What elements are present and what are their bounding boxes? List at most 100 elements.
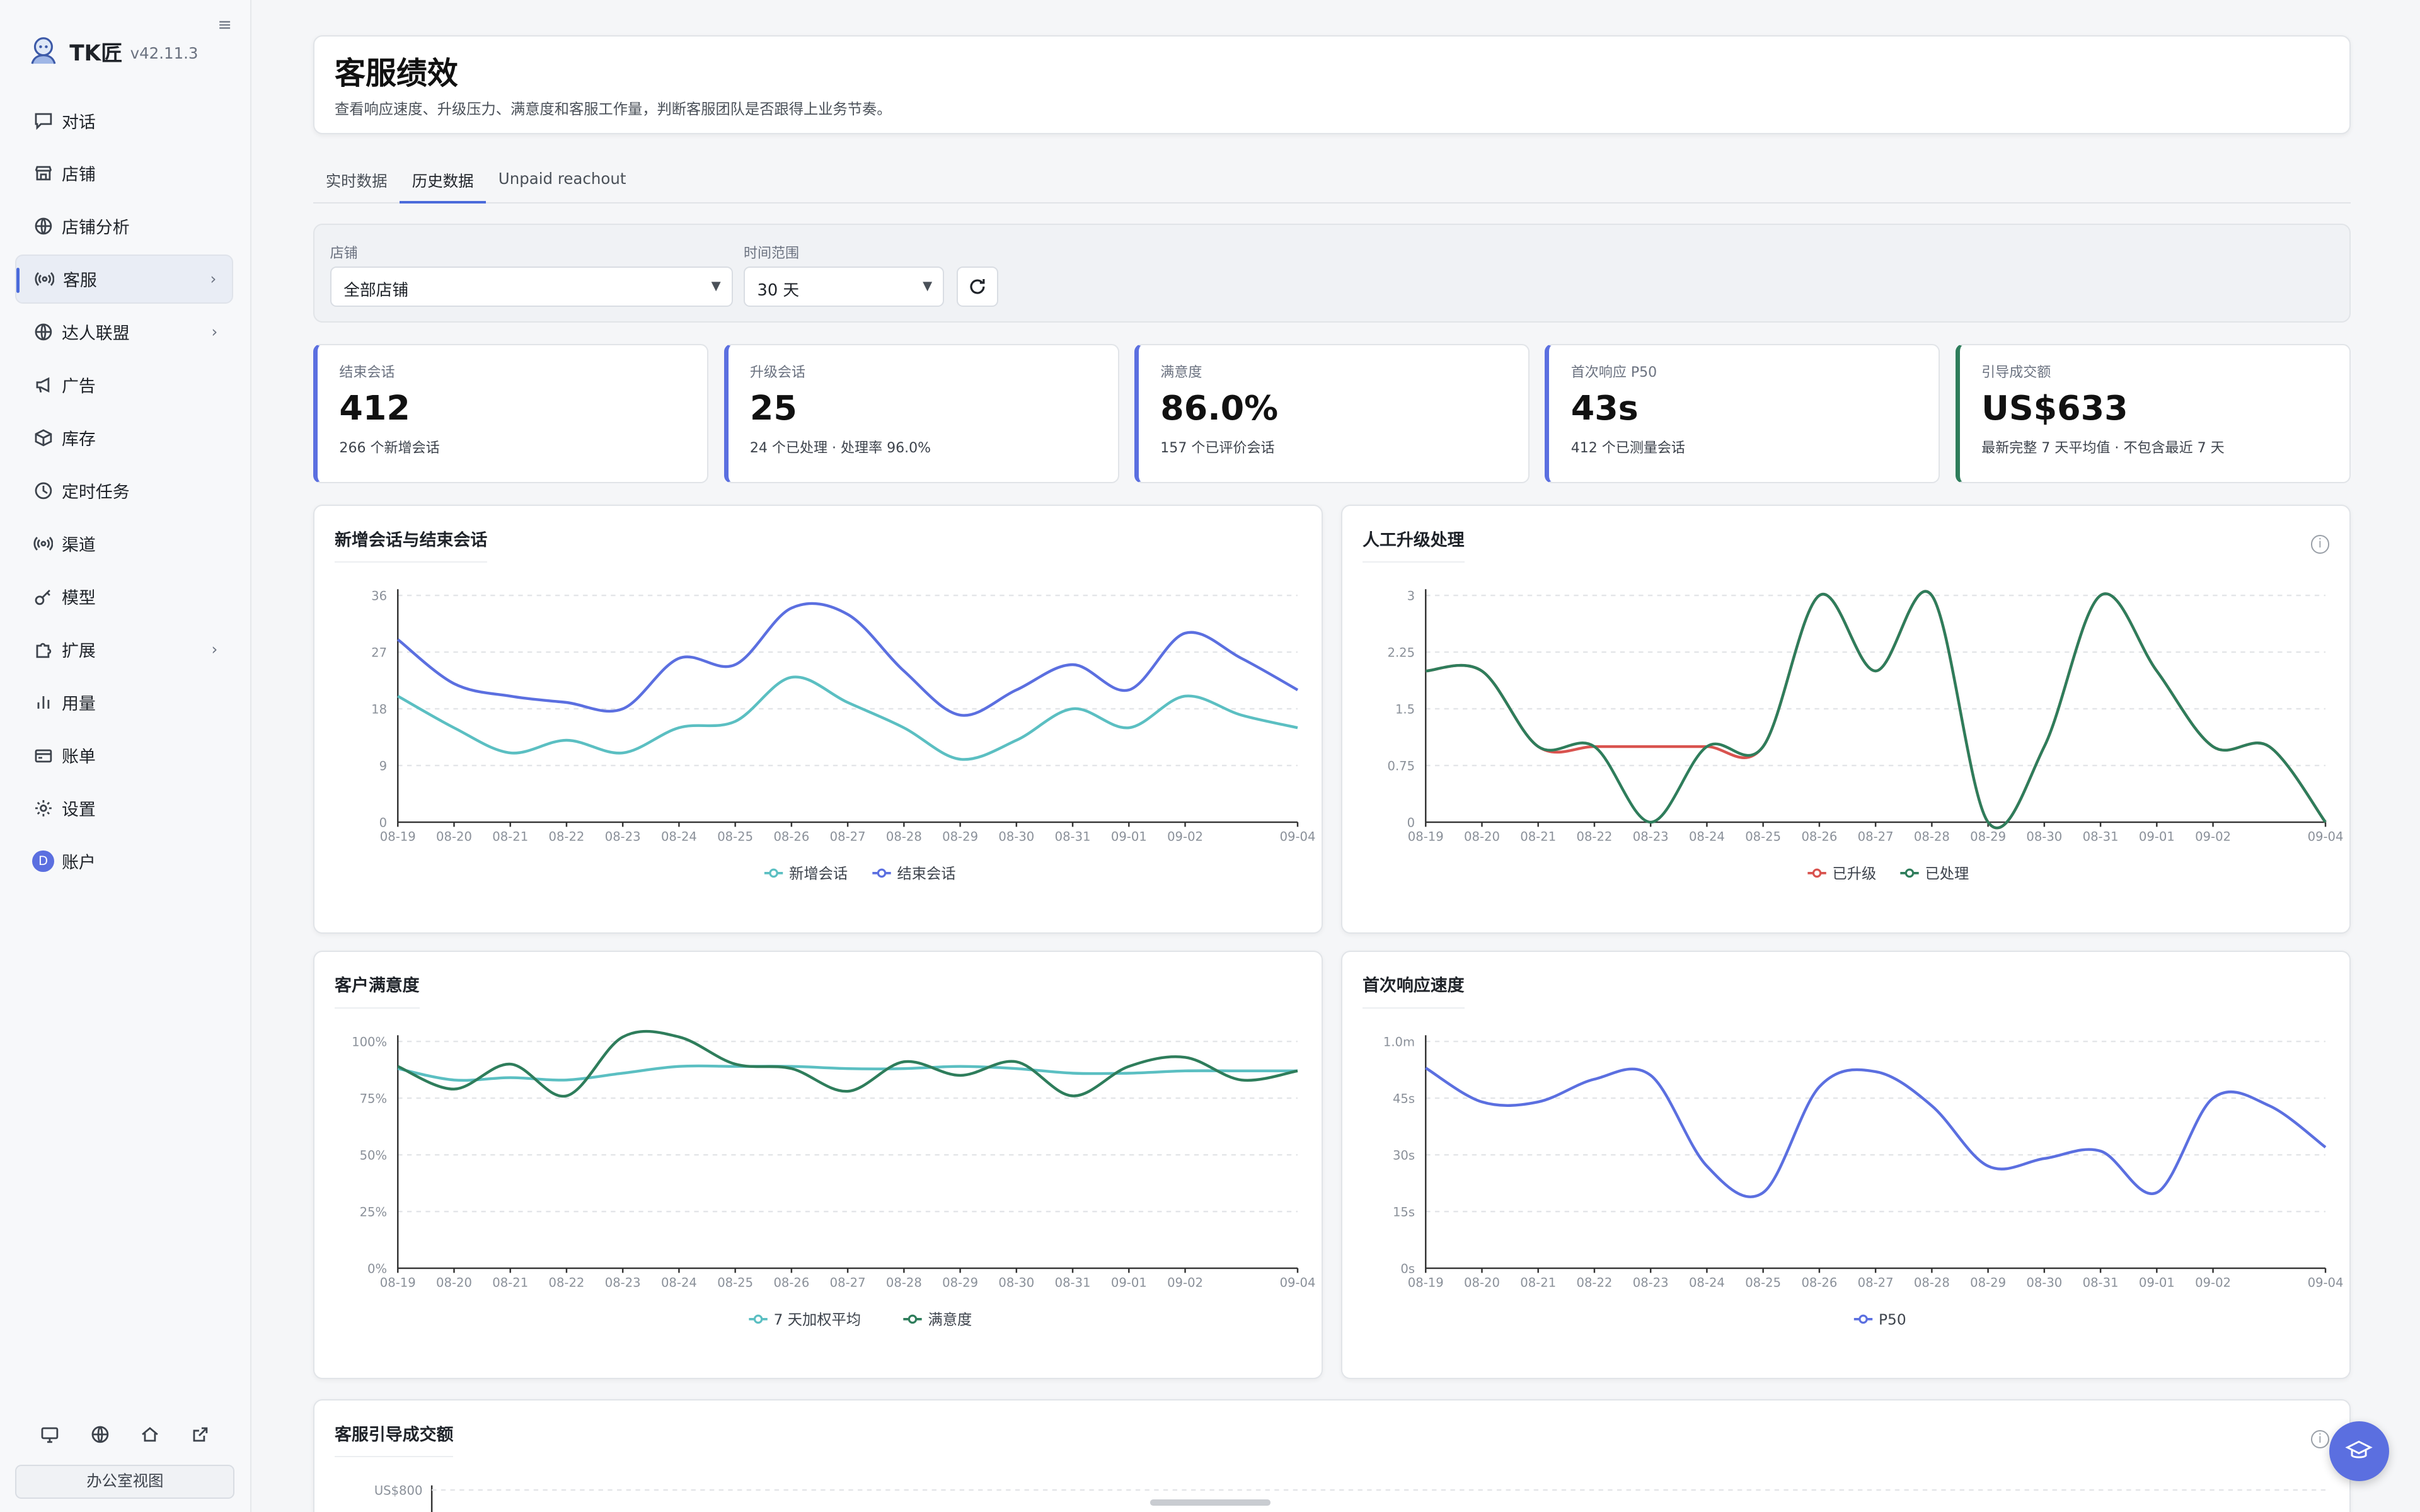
monitor-icon[interactable] [40,1423,60,1451]
legend-label[interactable]: 结束会话 [897,865,956,882]
sidebar-item-settings[interactable]: 设置 [15,784,233,833]
x-tick-label: 08-21 [1520,829,1556,844]
sidebar-item-models[interactable]: 模型 [15,572,233,621]
legend-marker [908,1314,918,1324]
x-tick-label: 08-25 [717,829,753,844]
x-tick-label: 08-22 [549,1275,585,1290]
sidebar: TK匠 v42.11.3 ≡ 对话 店铺 店铺分析 客服 › 达人联盟 › 广告 [0,0,252,1512]
external-link-icon[interactable] [190,1423,210,1451]
tab-realtime[interactable]: 实时数据 [325,172,388,191]
range-select[interactable]: 30 天 ▼ [743,266,945,307]
sidebar-item-store[interactable]: 店铺 [15,149,233,198]
chart-card-satisfaction: 客户满意度 0% 25% 50% 75% 100% 08-19 08-20 08-21 08-2… [313,950,1323,1380]
legend-label[interactable]: P50 [1879,1311,1906,1328]
sidebar-item-channels[interactable]: 渠道 [15,519,233,568]
avatar-wrap: D [32,850,54,872]
sidebar-item-inventory[interactable]: 库存 [15,413,233,462]
stat-sub: 24 个已处理 · 处理率 96.0% [749,440,931,456]
stat-first-response: 首次响应 P50 43s 412 个已测量会话 [1545,344,1940,483]
sidebar-item-chat[interactable]: 对话 [15,96,233,145]
chat-icon [32,110,54,131]
sidebar-item-affiliate[interactable]: 达人联盟 › [15,307,233,357]
filter-bar: 店铺 全部店铺 ▼ 时间范围 30 天 ▼ [313,224,2351,323]
x-tick-label: 09-02 [2195,1275,2231,1290]
stat-sub: 157 个已评价会话 [1160,440,1275,456]
puzzle-icon [32,639,54,660]
chart-plot-escalation: 0 0.75 1.5 2.25 3 08-19 08-20 08-21 08-22 08-23 08… [1388,588,2344,882]
page-header: 客服绩效 查看响应速度、升级压力、满意度和客服工作量，判断客服团队是否跟得上业务… [313,35,2351,135]
gear-icon [32,798,54,819]
brand[interactable]: TK匠 v42.11.3 [26,34,199,68]
clock-icon [32,480,54,501]
x-tick-label: 08-21 [492,829,528,844]
horizontal-scrollbar[interactable] [1150,1499,1270,1506]
y-tick-label: 50% [360,1148,388,1162]
globe-icon[interactable] [90,1423,110,1451]
x-tick-label: 08-31 [1055,1275,1091,1290]
office-view-button[interactable]: 办公室视图 [15,1465,235,1499]
sidebar-item-label: 库存 [61,430,96,450]
stat-value: US$633 [1981,388,2128,428]
x-tick-label: 08-24 [1689,1275,1725,1290]
stat-value: 86.0% [1160,388,1279,428]
refresh-icon [970,279,985,294]
x-tick-label: 08-31 [1055,829,1091,844]
avatar: D [32,850,54,872]
sidebar-item-extensions[interactable]: 扩展 › [15,625,233,674]
legend-label[interactable]: 新增会话 [789,865,848,882]
credit-card-icon [32,745,54,766]
x-tick-label: 08-26 [1802,1275,1838,1290]
legend-marker [877,868,887,878]
sidebar-item-label: 模型 [61,588,96,609]
sidebar-item-label: 设置 [61,800,96,820]
x-tick-label: 08-31 [2083,1275,2119,1290]
x-tick-label: 08-25 [717,1275,753,1290]
stat-label: 引导成交额 [1981,364,2051,381]
help-fab-button[interactable] [2329,1421,2390,1482]
sidebar-item-usage[interactable]: 用量 [15,678,233,727]
info-icon[interactable]: i [2310,535,2329,554]
sidebar-item-billing[interactable]: 账单 [15,731,233,780]
chart-plot-guided-gmv: US$800 [374,1484,2331,1512]
menu-collapse-icon[interactable]: ≡ [217,15,232,35]
tab-unpaid-reachout[interactable]: Unpaid reachout [498,169,626,188]
sidebar-item-ads[interactable]: 广告 [15,360,233,410]
y-tick-label: 9 [379,759,387,773]
sidebar-item-customer-service[interactable]: 客服 › [15,254,233,304]
x-tick-label: 09-01 [2139,829,2175,844]
refresh-button[interactable] [956,266,999,307]
chevron-right-icon: › [211,640,218,659]
x-tick-label: 09-02 [1167,829,1203,844]
sidebar-item-store-analysis[interactable]: 店铺分析 [15,202,233,251]
sidebar-item-label: 扩展 [61,641,96,662]
store-select[interactable]: 全部店铺 ▼ [330,266,733,307]
legend-label[interactable]: 已处理 [1925,865,1969,882]
sidebar-item-scheduled-tasks[interactable]: 定时任务 [15,466,233,515]
y-tick-label: 3 [1407,588,1415,603]
home-icon[interactable] [140,1423,160,1451]
x-tick-label: 09-04 [1280,1275,1316,1290]
legend-label[interactable]: 满意度 [928,1311,972,1328]
x-tick-label: 08-26 [774,829,810,844]
info-icon[interactable]: i [2310,1429,2329,1449]
tab-history[interactable]: 历史数据 [400,161,487,204]
legend-label[interactable]: 已升级 [1833,865,1877,882]
x-tick-label: 08-24 [661,1275,697,1290]
y-tick-label: 1.0m [1383,1034,1415,1049]
x-tick-label: 08-20 [436,1275,472,1290]
x-tick-label: 08-29 [942,829,978,844]
series-line [397,1029,1298,1097]
legend-label[interactable]: 7 天加权平均 [774,1311,861,1328]
legend-marker [769,868,778,878]
stat-sub: 412 个已测量会话 [1570,440,1685,456]
stat-escalated-sessions: 升级会话 25 24 个已处理 · 处理率 96.0% [723,344,1119,483]
sidebar-item-account[interactable]: D 账户 [15,837,233,886]
range-filter-label: 时间范围 [743,246,800,262]
caret-down-icon: ▼ [923,278,933,294]
stat-label: 首次响应 P50 [1570,364,1657,381]
graduation-cap-icon [2345,1440,2373,1458]
x-tick-label: 08-28 [1914,829,1950,844]
stat-guided-gmv: 引导成交额 US$633 最新完整 7 天平均值 · 不包含最近 7 天 [1955,344,2351,483]
globe-icon [32,215,54,237]
x-tick-label: 08-24 [1689,829,1725,844]
